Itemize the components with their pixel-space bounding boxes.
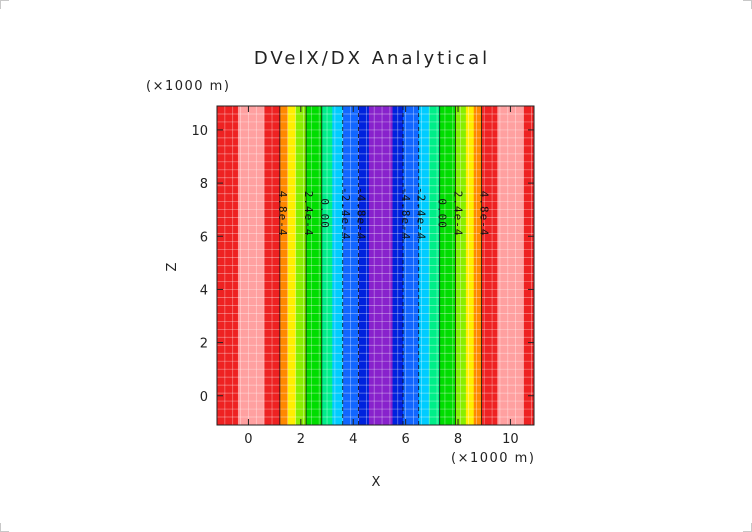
color-band-17 [455, 106, 467, 425]
color-band-15 [429, 106, 441, 425]
contour-label-9: 4.8e-4 [478, 191, 491, 237]
color-band-16 [439, 106, 456, 425]
color-band-11 [368, 106, 394, 425]
color-band-13 [403, 106, 420, 425]
x-tick-label-0: 0 [244, 432, 252, 447]
x-tick-label-3: 6 [401, 432, 409, 447]
crop-mark-top-left [0, 0, 9, 9]
color-band-8 [332, 106, 344, 425]
y-axis-ticks: 0 2 4 6 8 10 [191, 124, 534, 405]
y-tick-label-0: 0 [200, 390, 208, 405]
color-band-7 [321, 106, 333, 425]
contour-label-8: 2.4e-4 [451, 191, 464, 237]
color-band-18 [465, 106, 475, 425]
x-tick-label-5: 10 [502, 432, 519, 447]
chart-title: DVelX/DX Analytical [254, 48, 490, 69]
x-tick-label-2: 4 [349, 432, 357, 447]
x-tick-label-1: 2 [297, 432, 305, 447]
y-tick-label-3: 6 [200, 230, 208, 245]
color-band-22 [523, 106, 535, 425]
grid-lines [217, 106, 534, 425]
color-band-0 [217, 106, 239, 425]
color-band-12 [392, 106, 404, 425]
contour-label-0: 4.8e-4 [276, 191, 289, 237]
contour-label-3: -2.4e-4 [339, 187, 352, 240]
y-tick-label-2: 4 [200, 283, 208, 298]
color-band-9 [342, 106, 359, 425]
x-tick-label-4: 8 [454, 432, 462, 447]
color-band-21 [497, 106, 525, 425]
color-band-2 [264, 106, 281, 425]
contour-label-1: 2.4e-4 [302, 191, 315, 237]
y-tick-label-4: 8 [200, 177, 208, 192]
x-unit-label: (×1000 m) [451, 451, 535, 466]
y-tick-label-1: 2 [200, 337, 208, 352]
color-band-10 [358, 106, 370, 425]
x-axis-label: X [372, 475, 381, 490]
y-axis-label: Z [165, 262, 180, 271]
contour-label-7: 0.00 [436, 198, 449, 229]
color-band-19 [473, 106, 483, 425]
color-bands [217, 106, 535, 425]
contour-label-4: -4.8e-4 [354, 187, 367, 240]
color-band-1 [237, 106, 265, 425]
contour-label-2: 0.00 [318, 198, 331, 229]
contour-label-5: -4.8e-4 [399, 187, 412, 240]
x-axis-ticks: 0 2 4 6 8 10 [244, 106, 519, 447]
contour-labels: 4.8e-4 2.4e-4 0.00 -2.4e-4 -4.8e-4 -4.8e-4 -2.… [276, 187, 491, 240]
color-band-5 [295, 106, 307, 425]
contour-lines [279, 106, 483, 425]
color-band-4 [287, 106, 297, 425]
color-band-6 [306, 106, 323, 425]
contour-label-6: -2.4e-4 [415, 187, 428, 240]
plot-frame [216, 105, 535, 426]
color-band-14 [418, 106, 430, 425]
y-tick-label-5: 10 [191, 124, 208, 139]
y-unit-label: (×1000 m) [146, 79, 230, 94]
color-band-20 [481, 106, 498, 425]
color-band-3 [279, 106, 289, 425]
